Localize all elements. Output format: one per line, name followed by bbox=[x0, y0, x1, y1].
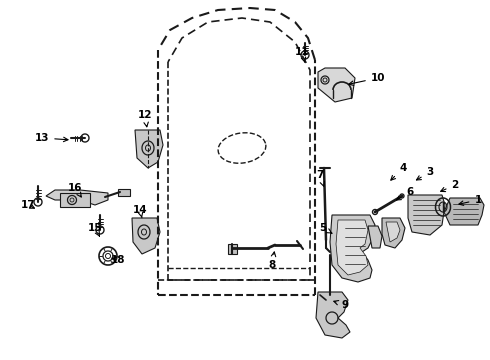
Polygon shape bbox=[228, 244, 237, 254]
Polygon shape bbox=[368, 226, 382, 248]
Polygon shape bbox=[382, 218, 405, 248]
Polygon shape bbox=[46, 190, 108, 205]
Polygon shape bbox=[330, 215, 375, 282]
Text: 7: 7 bbox=[317, 170, 324, 186]
Polygon shape bbox=[336, 220, 368, 275]
Text: 8: 8 bbox=[269, 252, 276, 270]
Polygon shape bbox=[386, 222, 400, 242]
Polygon shape bbox=[135, 130, 163, 168]
Text: 9: 9 bbox=[334, 300, 348, 310]
Text: 16: 16 bbox=[68, 183, 82, 197]
Text: 2: 2 bbox=[441, 180, 459, 192]
Text: 13: 13 bbox=[35, 133, 68, 143]
Text: 4: 4 bbox=[391, 163, 407, 180]
Text: 17: 17 bbox=[21, 200, 35, 210]
Text: 6: 6 bbox=[396, 187, 414, 200]
Text: 11: 11 bbox=[295, 47, 309, 63]
Polygon shape bbox=[118, 189, 130, 196]
Text: 14: 14 bbox=[133, 205, 147, 218]
Polygon shape bbox=[318, 68, 355, 102]
Text: 10: 10 bbox=[349, 73, 385, 85]
Polygon shape bbox=[408, 195, 445, 235]
Polygon shape bbox=[444, 198, 484, 225]
Text: 18: 18 bbox=[111, 255, 125, 265]
Text: 15: 15 bbox=[88, 223, 102, 236]
Text: 12: 12 bbox=[138, 110, 152, 127]
Text: 3: 3 bbox=[416, 167, 434, 180]
Polygon shape bbox=[60, 193, 90, 207]
Text: 1: 1 bbox=[459, 195, 482, 205]
Polygon shape bbox=[316, 292, 350, 338]
Text: 5: 5 bbox=[319, 223, 332, 233]
Polygon shape bbox=[132, 218, 160, 254]
